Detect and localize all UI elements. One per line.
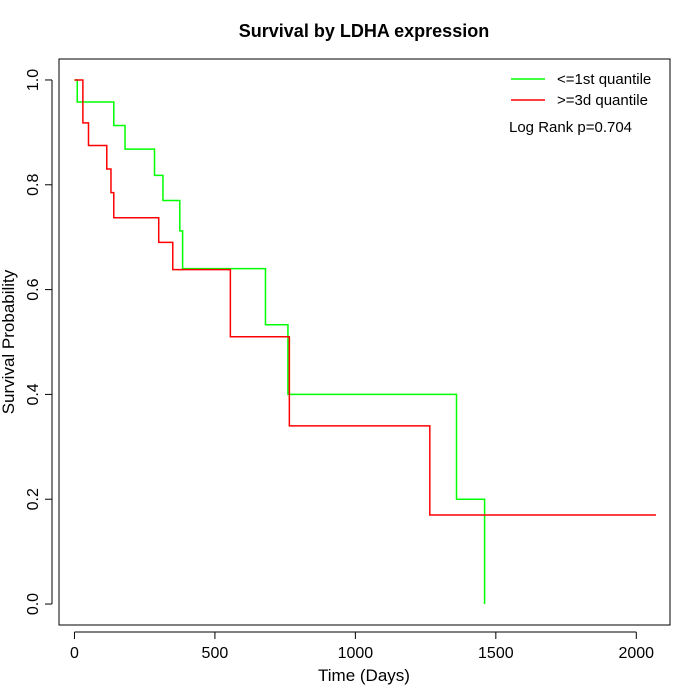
x-axis: 0 500 1000 1500 2000 (70, 631, 654, 662)
y-tick-label: 0.0 (25, 593, 42, 615)
log-rank-annotation: Log Rank p=0.704 (509, 119, 632, 136)
legend-label-series-2: >=3d quantile (557, 92, 648, 109)
x-tick-label: 1500 (478, 645, 514, 662)
legend-label-series-1: <=1st quantile (557, 71, 651, 88)
km-curve-series-2 (74, 79, 656, 516)
x-tick-label: 1000 (338, 645, 374, 662)
y-axis-label: Survival Probability (0, 269, 18, 414)
y-tick-label: 0.4 (25, 383, 42, 405)
y-tick-label: 0.8 (25, 174, 42, 196)
x-tick-label: 2000 (618, 645, 654, 662)
legend: <=1st quantile >=3d quantile (511, 71, 651, 109)
km-curve-series-1 (74, 79, 486, 605)
y-axis: 0.0 0.2 0.4 0.6 0.8 1.0 (25, 69, 53, 615)
plot-frame (58, 58, 671, 626)
x-tick-label: 0 (70, 645, 79, 662)
x-tick-label: 500 (202, 645, 229, 662)
y-tick-label: 0.6 (25, 278, 42, 300)
x-axis-label: Time (Days) (318, 666, 410, 685)
y-tick-label: 0.2 (25, 488, 42, 510)
y-tick-label: 1.0 (25, 69, 42, 91)
series-layer (74, 79, 656, 605)
chart-title: Survival by LDHA expression (239, 21, 489, 41)
